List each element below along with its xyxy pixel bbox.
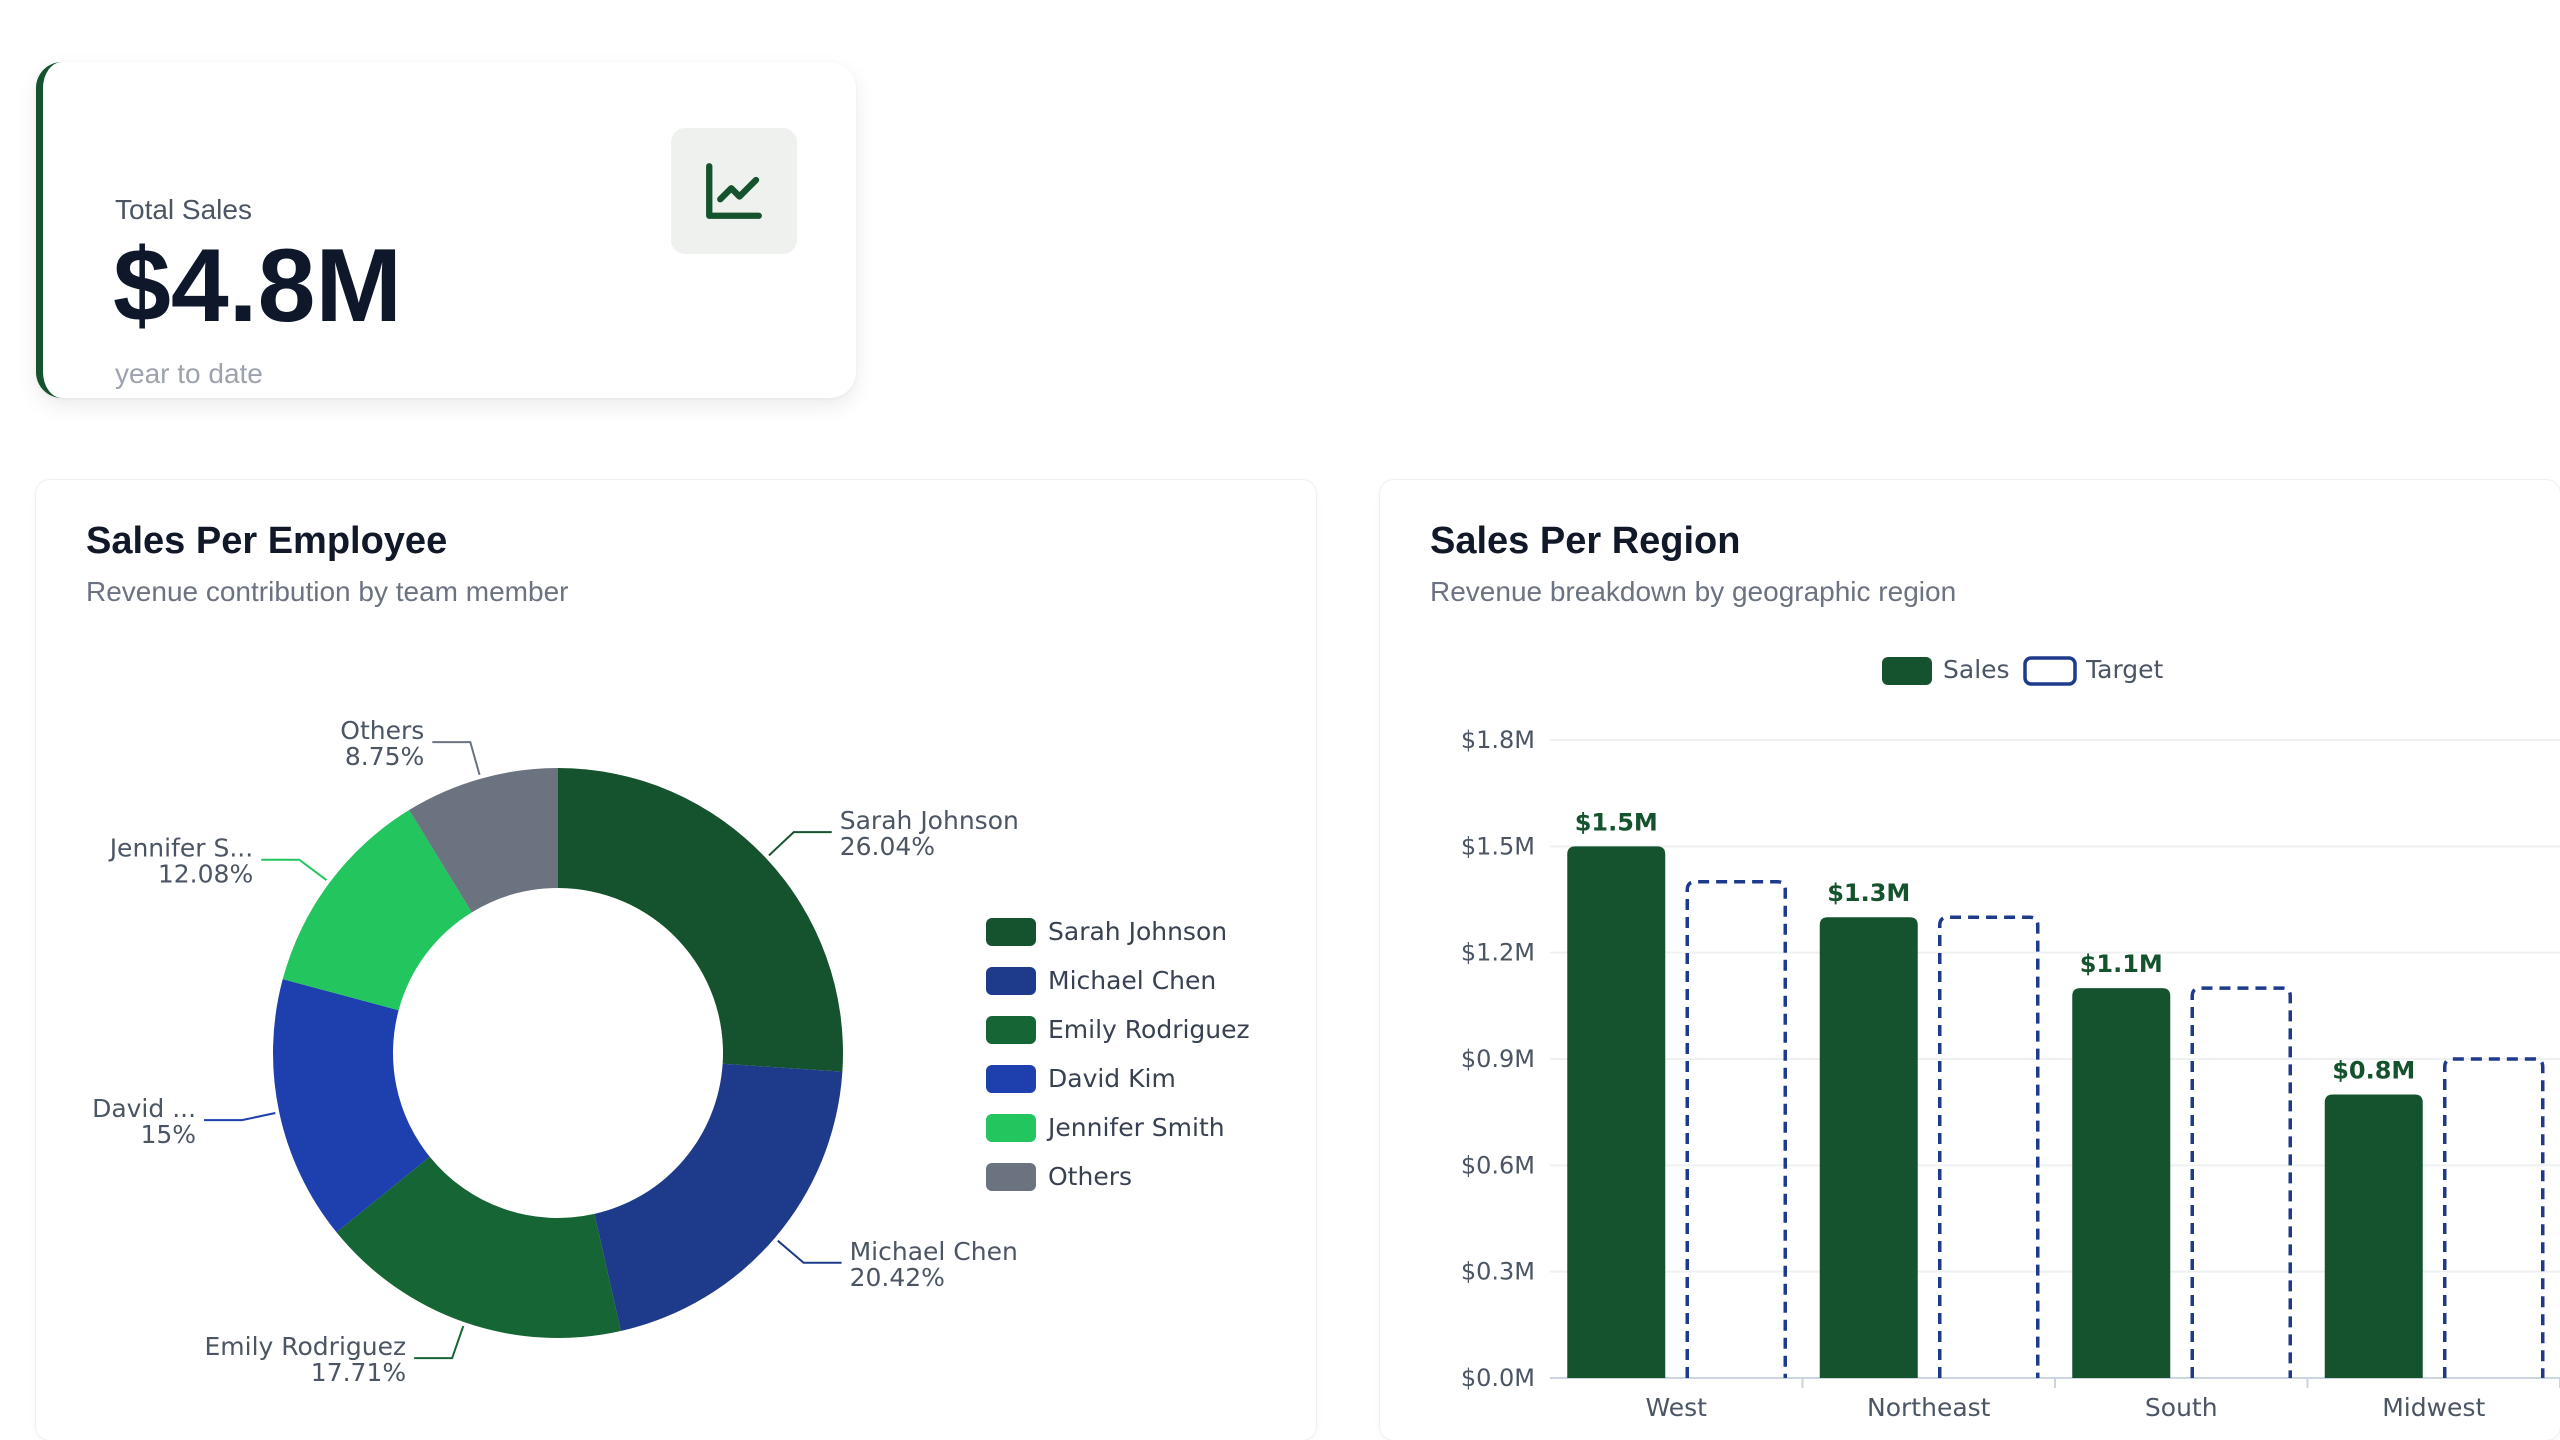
employee-panel: Sales Per Employee Revenue contribution … xyxy=(36,480,1316,1440)
sales-bar[interactable] xyxy=(1819,917,1918,1378)
region-panel-title: Sales Per Region xyxy=(1430,520,1741,562)
donut-slice[interactable] xyxy=(336,1156,621,1338)
sales-bar[interactable] xyxy=(2072,988,2171,1378)
kpi-value: $4.8M xyxy=(113,228,403,344)
target-bar[interactable] xyxy=(2190,986,2292,1378)
slice-name-label: Michael Chen xyxy=(850,1237,1018,1266)
donut-slice[interactable] xyxy=(594,1063,843,1331)
kpi-label: Total Sales xyxy=(115,194,252,225)
sales-bar[interactable] xyxy=(2324,1094,2423,1378)
slice-name-label: Emily Rodriguez xyxy=(204,1332,406,1361)
employee-panel-title: Sales Per Employee xyxy=(86,520,448,562)
sales-value-label: $1.1M xyxy=(2080,950,2163,978)
slice-leader-line xyxy=(261,858,328,881)
legend-label-sales[interactable]: Sales xyxy=(1943,655,2010,684)
sales-bar[interactable] xyxy=(1567,846,1666,1378)
legend-label[interactable]: Others xyxy=(1048,1162,1132,1191)
legend-swatch[interactable] xyxy=(986,1065,1036,1093)
slice-leader-line xyxy=(414,1325,465,1360)
y-tick-label: $0.3M xyxy=(1461,1258,1535,1286)
slice-leader-line xyxy=(768,831,832,857)
target-bar[interactable] xyxy=(1685,880,1787,1378)
sales-value-label: $1.5M xyxy=(1575,808,1658,836)
donut-slice[interactable] xyxy=(409,768,558,913)
x-category-label: Midwest xyxy=(2382,1393,2485,1422)
slice-percent-label: 17.71% xyxy=(311,1358,406,1387)
legend-swatch[interactable] xyxy=(986,918,1036,946)
x-category-label: South xyxy=(2145,1393,2218,1422)
slice-leader-line xyxy=(432,741,481,776)
region-bar-chart: $0.0M $0.3M $0.6M $0.9M $1.2M $1.5M $1.8M $1.5M… xyxy=(1461,655,2560,1422)
slice-name-label: Sarah Johnson xyxy=(840,806,1019,835)
slice-name-label: Others xyxy=(340,716,424,745)
legend-swatch-sales[interactable] xyxy=(1882,657,1932,685)
y-tick-label: $0.0M xyxy=(1461,1364,1535,1392)
slice-name-label: David ... xyxy=(92,1094,196,1123)
y-tick-label: $0.6M xyxy=(1461,1151,1535,1179)
legend-label[interactable]: Michael Chen xyxy=(1048,966,1216,995)
legend-swatch[interactable] xyxy=(986,967,1036,995)
slice-percent-label: 15% xyxy=(140,1120,196,1149)
donut-slice[interactable] xyxy=(558,768,843,1072)
legend-label[interactable]: Emily Rodriguez xyxy=(1048,1015,1250,1044)
x-category-label: Northeast xyxy=(1867,1393,1991,1422)
employee-panel-subtitle: Revenue contribution by team member xyxy=(86,576,569,607)
line-chart-icon xyxy=(706,163,762,219)
slice-leader-line xyxy=(204,1112,276,1122)
y-tick-label: $1.5M xyxy=(1461,832,1535,860)
y-tick-label: $1.2M xyxy=(1461,939,1535,967)
slice-name-label: Jennifer S... xyxy=(108,834,254,863)
slice-percent-label: 8.75% xyxy=(345,742,424,771)
legend-label-target[interactable]: Target xyxy=(2085,655,2164,684)
x-category-label: West xyxy=(1646,1393,1708,1422)
legend-label[interactable]: David Kim xyxy=(1048,1064,1176,1093)
y-tick-label: $0.9M xyxy=(1461,1045,1535,1073)
slice-percent-label: 12.08% xyxy=(158,860,253,889)
line-chart-icon-box xyxy=(671,128,797,254)
slice-leader-line xyxy=(777,1239,842,1264)
slice-percent-label: 26.04% xyxy=(840,832,935,861)
sales-value-label: $1.3M xyxy=(1827,879,1910,907)
legend-swatch-target[interactable] xyxy=(2023,656,2077,686)
target-bar[interactable] xyxy=(2443,1057,2545,1378)
donut-slice[interactable] xyxy=(282,809,472,1011)
legend-swatch[interactable] xyxy=(986,1016,1036,1044)
sales-value-label: $0.8M xyxy=(2332,1056,2415,1084)
legend-label[interactable]: Jennifer Smith xyxy=(1046,1113,1225,1142)
y-tick-label: $1.8M xyxy=(1461,726,1535,754)
legend-label[interactable]: Sarah Johnson xyxy=(1048,917,1227,946)
region-panel-subtitle: Revenue breakdown by geographic region xyxy=(1430,576,1957,607)
slice-percent-label: 20.42% xyxy=(850,1263,945,1292)
region-panel: Sales Per Region Revenue breakdown by ge… xyxy=(1380,480,2560,1440)
legend-swatch[interactable] xyxy=(986,1114,1036,1142)
legend-swatch[interactable] xyxy=(986,1163,1036,1191)
donut-slice[interactable] xyxy=(273,979,430,1233)
bar-legend: Sales Target xyxy=(1882,655,2164,686)
kpi-subtext: year to date xyxy=(115,358,263,389)
target-bar[interactable] xyxy=(1938,915,2040,1378)
total-sales-card: Total Sales $4.8M year to date xyxy=(36,62,856,398)
